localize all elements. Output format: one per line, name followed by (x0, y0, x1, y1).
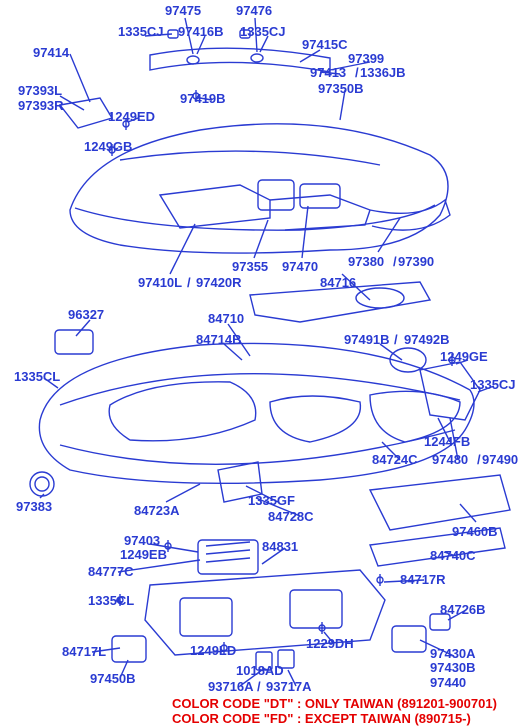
part-label: 1335GF (248, 494, 295, 508)
part-label: 97410L (138, 276, 182, 290)
part-label-separator: / (393, 255, 397, 269)
part-label-separator: / (394, 333, 398, 347)
part-label: 97470 (282, 260, 318, 274)
part-label: 93716A (208, 680, 254, 694)
part-label: 1336JB (360, 66, 406, 80)
part-label: 84740C (430, 549, 476, 563)
part-label-separator: / (257, 680, 261, 694)
part-label: 84777C (88, 565, 134, 579)
part-label: 84714B (196, 333, 242, 347)
part-label: 97413 (310, 66, 346, 80)
part-label: 97450B (90, 672, 136, 686)
part-label: 97480 (432, 453, 468, 467)
part-label-separator: / (355, 66, 359, 80)
part-label: 1249GB (84, 140, 132, 154)
part-label: 84710 (208, 312, 244, 326)
part-label: 1229DH (306, 637, 354, 651)
part-label: 97380 (348, 255, 384, 269)
part-label: 96327 (68, 308, 104, 322)
part-label: 97430A (430, 647, 476, 661)
part-label-separator: / (187, 276, 191, 290)
part-label: 97399 (348, 52, 384, 66)
part-label: 84716 (320, 276, 356, 290)
part-label: 97414 (33, 46, 69, 60)
part-label: 97430B (430, 661, 476, 675)
part-label: 97419B (180, 92, 226, 106)
part-label: 97491B (344, 333, 390, 347)
part-label: 93717A (266, 680, 312, 694)
part-label: 1249GE (440, 350, 488, 364)
part-label-separator: / (477, 453, 481, 467)
color-code-note: COLOR CODE "FD" : EXCEPT TAIWAN (890715-… (172, 711, 471, 726)
part-label: 1335CJ (470, 378, 516, 392)
part-label: 97475 (165, 4, 201, 18)
color-code-note: COLOR CODE "DT" : ONLY TAIWAN (891201-90… (172, 696, 497, 711)
part-label: 97476 (236, 4, 272, 18)
part-label: 97393R (18, 99, 64, 113)
part-label: 97355 (232, 260, 268, 274)
part-label: 97416B (178, 25, 224, 39)
part-label: 97415C (302, 38, 348, 52)
part-label: 1335CL (14, 370, 60, 384)
part-label: 84726B (440, 603, 486, 617)
part-label: 97350B (318, 82, 364, 96)
part-label: 1249EB (120, 548, 167, 562)
part-label: 97390 (398, 255, 434, 269)
part-label: 97460B (452, 525, 498, 539)
part-label: 84724C (372, 453, 418, 467)
part-label: 84717L (62, 645, 106, 659)
part-label: 1335CJ (240, 25, 286, 39)
part-label: 97492B (404, 333, 450, 347)
part-label: 1244FB (424, 435, 470, 449)
part-label: 1335CJ (118, 25, 164, 39)
part-label: 97420R (196, 276, 242, 290)
part-label: 1249LD (190, 644, 236, 658)
part-label: 97393L (18, 84, 62, 98)
part-label: 97403 (124, 534, 160, 548)
part-label: 1249ED (108, 110, 155, 124)
part-label: 1335CL (88, 594, 134, 608)
part-label: 97383 (16, 500, 52, 514)
part-label: 84723A (134, 504, 180, 518)
part-label: 84717R (400, 573, 446, 587)
part-label: 97440 (430, 676, 466, 690)
part-label: 84831 (262, 540, 298, 554)
part-label: 1018AD (236, 664, 284, 678)
part-label: 84728C (268, 510, 314, 524)
part-label: 97490 (482, 453, 518, 467)
